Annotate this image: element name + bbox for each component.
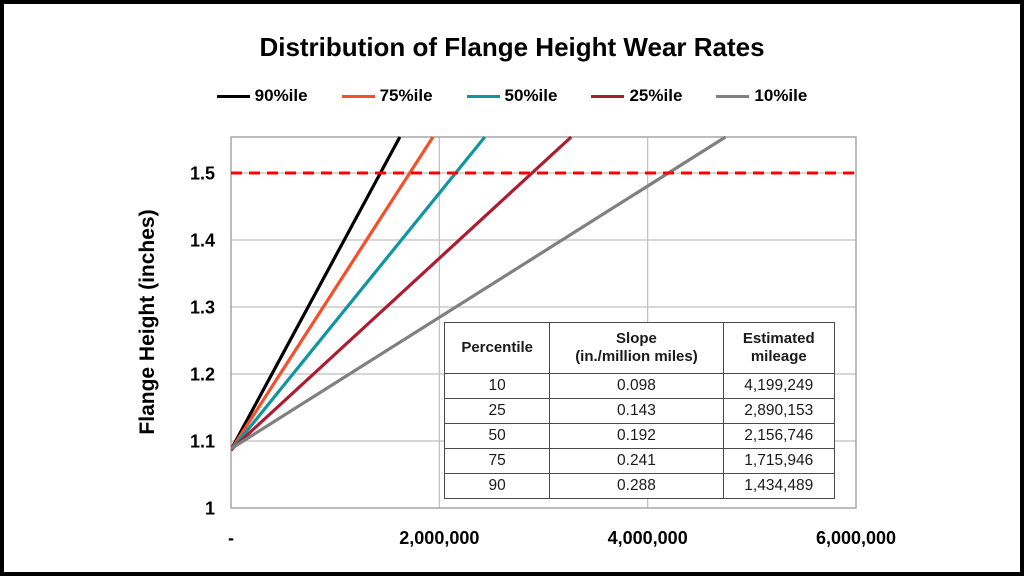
stats-table-cell: 50 (443, 423, 551, 449)
stats-table-container: Percentile Slope (in./million miles) Estim… (443, 322, 836, 499)
legend-swatch (466, 94, 500, 98)
stats-table-header-cell: Slope (in./million miles) (549, 322, 724, 374)
stats-table-row: 90 0.288 1,434,489 (443, 473, 836, 499)
stats-table-cell: 10 (443, 373, 551, 399)
stats-table-cell: 75 (443, 448, 551, 474)
stats-table-cell: 4,199,249 (722, 373, 836, 399)
legend-label: 90%ile (254, 86, 308, 105)
x-tick-label: 4,000,000 (608, 528, 688, 548)
x-tick-label: - (228, 528, 234, 548)
y-tick-label: 1 (205, 499, 215, 519)
chart-title: Distribution of Flange Height Wear Rates (259, 32, 765, 62)
legend-item-10ile: 10%ile (716, 86, 807, 106)
stats-table-row: 50 0.192 2,156,746 (443, 423, 836, 449)
y-tick-label: 1.5 (190, 163, 215, 183)
legend-swatch (591, 94, 625, 98)
stats-table-header-cell: Estimated mileage (722, 322, 836, 374)
stats-table-cell: 1,715,946 (722, 448, 836, 474)
stats-table-cell: 0.192 (549, 423, 724, 449)
stats-table-cell: 1,434,489 (722, 473, 836, 499)
stats-table-cell: 0.143 (549, 398, 724, 424)
stats-table-header-cell: Percentile (443, 322, 551, 374)
legend-swatch (216, 94, 250, 98)
y-axis-title: Flange Height (inches) (136, 209, 159, 434)
plot-border (230, 136, 857, 509)
legend-swatch (341, 94, 375, 98)
x-tick-label: 2,000,000 (399, 528, 479, 548)
stats-table-row: 25 0.143 2,890,153 (443, 398, 836, 424)
stats-table-cell: 2,890,153 (722, 398, 836, 424)
legend-label: 50%ile (504, 86, 558, 105)
legend-item-50ile: 50%ile (466, 86, 558, 106)
y-tick-label: 1.1 (190, 431, 215, 451)
series-line-10ile (231, 136, 727, 451)
stats-table-cell: 0.098 (549, 373, 724, 399)
stats-table-cell: 25 (443, 398, 551, 424)
stats-table-cell: 2,156,746 (722, 423, 836, 449)
stats-table-body: 10 0.098 4,199,249 25 0.143 2,890,153 50 0.192 2… (443, 373, 836, 499)
stats-table-cell: 0.241 (549, 448, 724, 474)
series-line-90ile (231, 136, 402, 451)
series-line-50ile (231, 136, 487, 452)
legend-item-90ile: 90%ile (216, 86, 308, 106)
stats-table-head: Percentile Slope (in./million miles) Estim… (443, 322, 836, 374)
series-line-75ile (231, 136, 435, 451)
legend-item-25ile: 25%ile (591, 86, 682, 106)
legend-label: 75%ile (379, 86, 433, 105)
x-tick-label: 6,000,000 (816, 528, 896, 548)
stats-table-cell: 90 (443, 473, 551, 499)
stats-table-cell: 0.288 (549, 473, 724, 499)
y-tick-label: 1.3 (190, 297, 215, 317)
y-tick-label: 1.2 (190, 364, 215, 384)
stats-table-header-row: Percentile Slope (in./million miles) Estim… (443, 322, 836, 374)
series-line-25ile (231, 136, 573, 452)
legend-item-75ile: 75%ile (341, 86, 433, 106)
legend: 90%ile 75%ile 50%ile 25%ile 10%ile (4, 86, 1020, 106)
y-tick-label: 1.4 (190, 230, 215, 250)
legend-label: 25%ile (629, 86, 683, 105)
stats-table-row: 10 0.098 4,199,249 (443, 373, 836, 399)
legend-swatch (716, 94, 750, 98)
legend-label: 10%ile (754, 86, 808, 105)
stats-table: Percentile Slope (in./million miles) Estim… (443, 322, 836, 499)
stats-table-row: 75 0.241 1,715,946 (443, 448, 836, 474)
